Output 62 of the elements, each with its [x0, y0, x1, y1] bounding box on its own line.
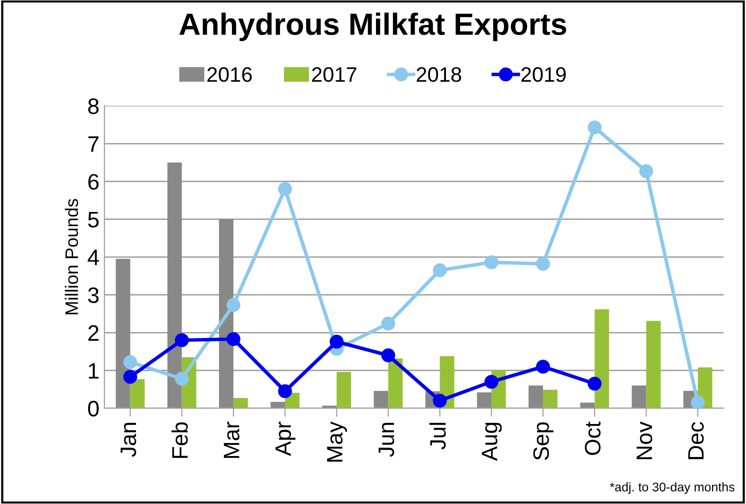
y-tick-label: 1	[88, 363, 98, 378]
point	[536, 360, 550, 374]
x-tick-label: Jun	[378, 422, 394, 457]
bar	[632, 386, 646, 408]
point	[588, 376, 602, 391]
bar	[594, 309, 610, 408]
point	[432, 394, 447, 408]
bar	[374, 390, 388, 408]
x-tick-label: Dec	[688, 422, 704, 460]
y-tick-label: 5	[88, 212, 99, 228]
x-tick-label: Oct	[584, 422, 601, 455]
legend-label: 2019	[521, 67, 566, 82]
x-tick-label: Mar	[224, 422, 240, 458]
x-tick-label: Jan	[120, 422, 136, 457]
point	[639, 164, 654, 178]
text: *adj. to 30-day months	[610, 482, 734, 494]
bar	[116, 258, 130, 408]
point	[278, 182, 292, 196]
x-tick-label: Apr	[275, 422, 296, 456]
y-tick-label: 2	[88, 325, 98, 341]
x-tick-label: Sep	[533, 422, 554, 460]
x-tick-label: Aug	[482, 422, 502, 461]
bar	[543, 390, 558, 408]
bar	[528, 386, 544, 408]
legend-label: 2016	[207, 67, 252, 82]
x-tick-label: Feb	[171, 422, 188, 458]
y-tick-label: 0	[88, 400, 99, 417]
x-tick-label: May	[327, 421, 347, 462]
y-tick-label: 6	[88, 174, 99, 190]
bar	[476, 392, 492, 408]
point	[123, 370, 138, 384]
point	[330, 334, 344, 349]
point	[536, 256, 550, 271]
point	[381, 316, 396, 331]
y-tick-label: 8	[88, 98, 99, 114]
x-tick-label: Nov	[636, 422, 652, 460]
point	[381, 348, 396, 362]
point	[484, 255, 498, 270]
point	[278, 384, 292, 398]
legend-label: 2017	[312, 67, 356, 82]
point	[690, 396, 705, 408]
bar	[336, 372, 352, 408]
y-tick-label: 7	[88, 136, 98, 152]
bar	[646, 320, 661, 408]
y-tick-label: 3	[88, 287, 99, 304]
point	[484, 374, 498, 389]
y-tick-label: 4	[88, 250, 99, 266]
point	[432, 263, 447, 278]
bar	[233, 398, 248, 408]
y-axis-title: Million Pounds	[64, 198, 78, 314]
bar	[167, 162, 182, 408]
x-tick-label: Jul	[429, 422, 446, 450]
point	[588, 120, 602, 134]
point	[226, 298, 240, 312]
bar	[388, 358, 403, 408]
point	[123, 355, 138, 370]
bar	[218, 219, 234, 408]
chart-title: Anhydrous Milkfat Exports	[179, 12, 566, 42]
bar	[130, 379, 145, 408]
point	[226, 332, 240, 346]
legend-label: 2018	[416, 67, 462, 82]
point	[174, 333, 189, 348]
